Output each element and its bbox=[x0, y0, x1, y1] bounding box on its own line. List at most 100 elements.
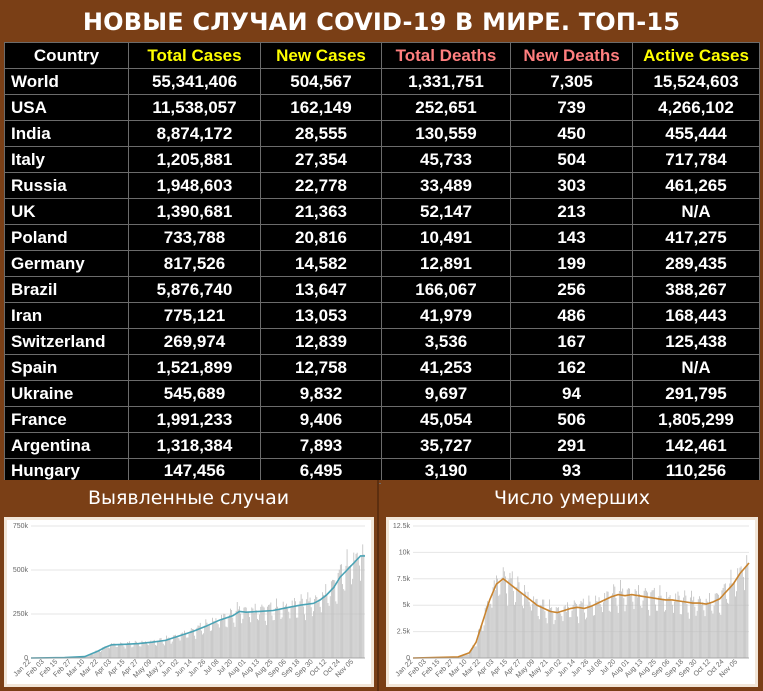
cases-bar bbox=[259, 614, 261, 658]
cases-bar bbox=[323, 594, 324, 658]
cases-bar bbox=[354, 560, 356, 658]
deaths-bar bbox=[510, 578, 512, 658]
cases-bar bbox=[287, 608, 289, 658]
deaths-bar bbox=[571, 610, 573, 658]
deaths-bar bbox=[525, 591, 527, 658]
cases-bar bbox=[250, 622, 252, 658]
deaths-bar bbox=[678, 595, 680, 658]
cases-bar bbox=[142, 641, 144, 658]
cases-bar bbox=[204, 625, 206, 658]
deaths-bar bbox=[689, 597, 691, 658]
cases-bar bbox=[362, 544, 364, 658]
cases-bar bbox=[178, 638, 180, 658]
deaths-bar bbox=[720, 614, 722, 658]
deaths-bar bbox=[736, 591, 737, 658]
deaths-bar bbox=[533, 596, 535, 658]
cell-total-cases: 1,390,681 bbox=[128, 198, 261, 225]
deaths-bar bbox=[516, 587, 518, 658]
cell-new-cases: 162,149 bbox=[260, 94, 382, 121]
cell-new-cases: 9,832 bbox=[260, 380, 382, 407]
deaths-bar bbox=[490, 603, 492, 658]
cases-bar bbox=[328, 605, 330, 658]
cell-country: France bbox=[4, 406, 129, 433]
deaths-bar bbox=[591, 605, 593, 658]
cases-bar bbox=[278, 609, 280, 658]
cases-bar bbox=[185, 632, 187, 658]
cell-total-cases: 147,456 bbox=[128, 458, 261, 484]
deaths-bar bbox=[659, 585, 661, 658]
cases-bar bbox=[183, 635, 184, 658]
deaths-bar bbox=[537, 615, 539, 658]
cases-bar bbox=[121, 642, 123, 658]
cell-new-cases: 504,567 bbox=[260, 68, 382, 95]
cases-bar bbox=[346, 549, 348, 658]
deaths-bar bbox=[609, 611, 611, 658]
cases-bar bbox=[138, 643, 139, 658]
deaths-bar bbox=[499, 594, 501, 658]
cases-chart-box: 0 250k 500k 750k Jan 22 Feb 03 Feb 15 Feb 27 Mar… bbox=[4, 517, 374, 687]
cases-bar bbox=[112, 645, 114, 658]
deaths-bar bbox=[560, 613, 562, 658]
cases-bar bbox=[240, 613, 241, 658]
deaths-bar bbox=[538, 619, 540, 658]
cell-active-cases: 15,524,603 bbox=[632, 68, 760, 95]
cases-bar bbox=[355, 553, 357, 658]
deaths-bar bbox=[670, 601, 672, 658]
cases-bar bbox=[290, 608, 292, 658]
cases-bar bbox=[129, 641, 131, 658]
deaths-bar bbox=[704, 616, 706, 658]
cases-bar bbox=[216, 622, 218, 658]
deaths-bar bbox=[605, 598, 607, 658]
cases-bar bbox=[324, 596, 326, 658]
deaths-bar bbox=[507, 605, 509, 658]
cell-active-cases: N/A bbox=[632, 198, 760, 225]
deaths-bar bbox=[491, 607, 493, 658]
cell-active-cases: 4,266,102 bbox=[632, 94, 760, 121]
cases-bar bbox=[168, 637, 170, 658]
cases-bar bbox=[313, 611, 314, 658]
cases-bar bbox=[163, 645, 165, 658]
cases-bar bbox=[166, 635, 168, 658]
cases-bar bbox=[333, 579, 335, 658]
cases-bar bbox=[114, 643, 116, 658]
deaths-bar bbox=[651, 590, 653, 658]
deaths-bar bbox=[727, 602, 728, 658]
deaths-bar bbox=[643, 590, 645, 658]
cases-bar bbox=[100, 651, 101, 658]
deaths-bar bbox=[655, 604, 656, 658]
cases-bar bbox=[351, 584, 352, 658]
cases-bar bbox=[305, 620, 306, 658]
deaths-bar bbox=[636, 597, 638, 658]
deaths-bar bbox=[565, 611, 567, 658]
cases-bar bbox=[169, 639, 171, 658]
cases-bar bbox=[198, 625, 200, 658]
deaths-bar bbox=[576, 604, 577, 658]
cases-bar bbox=[233, 622, 235, 658]
deaths-bar bbox=[483, 625, 485, 658]
deaths-bar bbox=[590, 606, 592, 658]
deaths-bar bbox=[669, 595, 671, 658]
cell-total-deaths: 35,727 bbox=[381, 432, 511, 459]
deaths-bar bbox=[552, 612, 554, 658]
cases-bar bbox=[107, 647, 109, 658]
cases-bar bbox=[237, 609, 239, 658]
deaths-bar bbox=[488, 602, 489, 658]
cell-total-deaths: 3,190 bbox=[381, 458, 511, 484]
deaths-bar bbox=[665, 610, 666, 658]
deaths-bar bbox=[621, 591, 622, 658]
deaths-bar bbox=[706, 601, 708, 658]
cell-active-cases: 388,267 bbox=[632, 276, 760, 303]
header-country: Country bbox=[4, 42, 129, 69]
cell-active-cases: 125,438 bbox=[632, 328, 760, 355]
deaths-panel-title: Число умерших bbox=[494, 487, 650, 509]
deaths-bar bbox=[703, 610, 705, 658]
cell-new-cases: 28,555 bbox=[260, 120, 382, 147]
deaths-bar bbox=[573, 600, 575, 658]
cases-bar bbox=[157, 640, 159, 658]
cell-country: Iran bbox=[4, 302, 129, 329]
cases-bar bbox=[92, 654, 94, 658]
cases-bar bbox=[102, 647, 104, 658]
cases-bar bbox=[160, 637, 162, 658]
cases-bar bbox=[226, 627, 228, 658]
cell-country: Ukraine bbox=[4, 380, 129, 407]
